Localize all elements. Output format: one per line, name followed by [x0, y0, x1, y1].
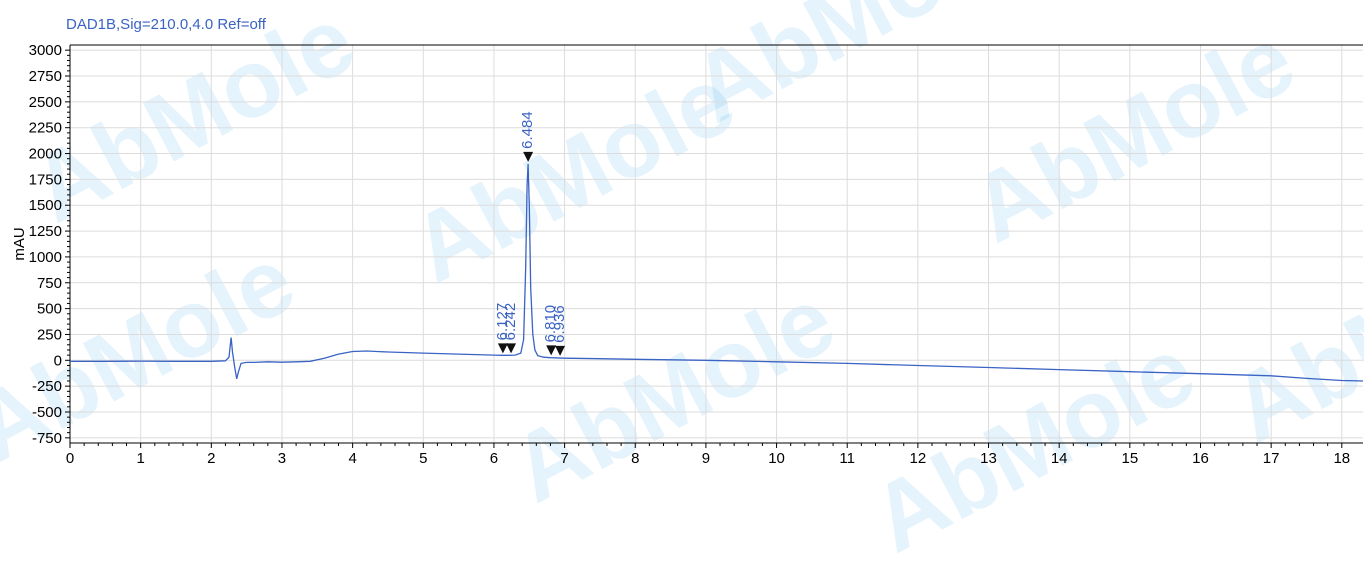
- peak-marker: [497, 343, 508, 354]
- peak-label: 6.242: [502, 303, 519, 341]
- y-tick-label: 0: [54, 352, 62, 369]
- y-tick-label: 3000: [29, 42, 62, 59]
- x-tick-label: 11: [839, 450, 855, 467]
- y-axis-label: mAU: [11, 227, 28, 260]
- x-tick-label: 14: [1051, 450, 1068, 467]
- x-tick-label: 2: [207, 450, 215, 467]
- peak-label: 6.810: [542, 305, 559, 343]
- peak-label: 6.484: [519, 111, 536, 149]
- peak-label: 6.936: [551, 305, 568, 343]
- peak-marker: [555, 345, 566, 356]
- series-layer: [70, 163, 1364, 382]
- y-tick-label: 1250: [29, 223, 62, 240]
- x-tick-label: 18: [1333, 450, 1350, 467]
- x-tick-label: 4: [348, 450, 356, 467]
- axes: [69, 44, 1363, 444]
- y-axis-ticks: -750 -500 -250 0 250 500 750 1000 1250 1500 1750 20…: [29, 42, 70, 447]
- y-tick-label: -500: [32, 404, 62, 421]
- y-tick-label: 2750: [29, 68, 62, 85]
- x-tick-label: 16: [1192, 450, 1209, 467]
- x-tick-label: 8: [631, 450, 639, 467]
- x-tick-label: 17: [1263, 450, 1280, 467]
- peak-marker: [523, 151, 534, 162]
- x-axis-ticks: 0 1 2 3 4 5 6 7 8 9 10 11 12 13 14 15 16 17 18: [66, 443, 1350, 467]
- x-tick-label: 0: [66, 450, 74, 467]
- chart-title: DAD1B,Sig=210.0,4.0 Ref=off: [66, 16, 266, 33]
- y-tick-label: 1500: [29, 197, 62, 214]
- y-tick-label: -250: [32, 378, 62, 395]
- x-tick-label: 6: [490, 450, 498, 467]
- x-tick-label: 12: [910, 450, 927, 467]
- y-tick-label: 500: [37, 301, 62, 318]
- x-tick-label: 10: [768, 450, 785, 467]
- y-tick-label: 2000: [29, 146, 62, 163]
- y-tick-label: 750: [37, 275, 62, 292]
- y-tick-label: 250: [37, 326, 62, 343]
- grid-lines: [69, 45, 1363, 443]
- y-tick-label: 2500: [29, 94, 62, 111]
- y-tick-label: 2250: [29, 120, 62, 137]
- x-tick-label: 13: [980, 450, 997, 467]
- x-tick-label: 1: [136, 450, 144, 467]
- peak-marker: [506, 343, 517, 354]
- chromatogram-trace: [70, 163, 1364, 382]
- x-tick-label: 5: [419, 450, 427, 467]
- peak-marker: [546, 345, 557, 356]
- chromatogram-chart: 0 1 2 3 4 5 6 7 8 9 10 11 12 13 14 15 16 17 18 -750-500-25…: [11, 42, 1364, 467]
- y-tick-label: -750: [32, 430, 62, 447]
- y-tick-label: 1000: [29, 249, 62, 266]
- x-tick-label: 7: [560, 450, 568, 467]
- x-tick-label: 3: [278, 450, 286, 467]
- y-tick-label: 1750: [29, 171, 62, 188]
- x-tick-label: 9: [702, 450, 710, 467]
- peak-label: 6.127: [494, 303, 511, 341]
- x-tick-label: 15: [1121, 450, 1138, 467]
